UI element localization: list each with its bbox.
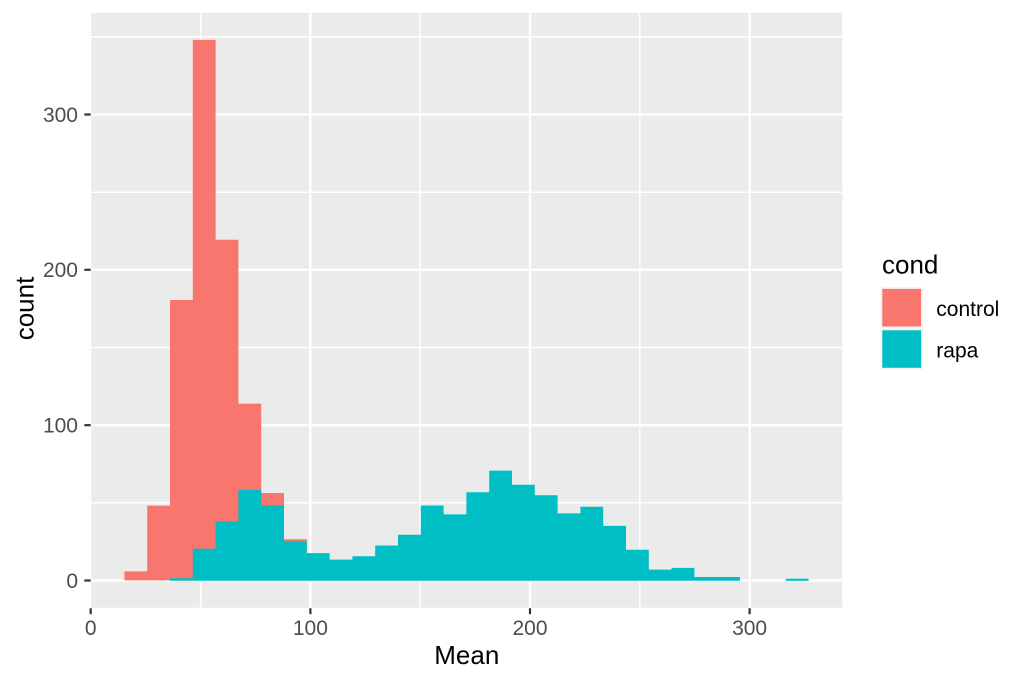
svg-text:control: control [936, 298, 999, 321]
svg-text:200: 200 [512, 617, 547, 640]
svg-text:0: 0 [66, 570, 78, 593]
svg-text:Mean: Mean [434, 640, 499, 670]
svg-text:0: 0 [85, 617, 97, 640]
svg-text:200: 200 [43, 259, 78, 282]
svg-text:100: 100 [43, 415, 78, 438]
svg-text:300: 300 [43, 104, 78, 127]
svg-text:300: 300 [732, 617, 767, 640]
svg-text:100: 100 [293, 617, 328, 640]
svg-text:count: count [10, 276, 40, 340]
svg-text:rapa: rapa [936, 339, 978, 362]
svg-text:cond: cond [882, 249, 938, 279]
